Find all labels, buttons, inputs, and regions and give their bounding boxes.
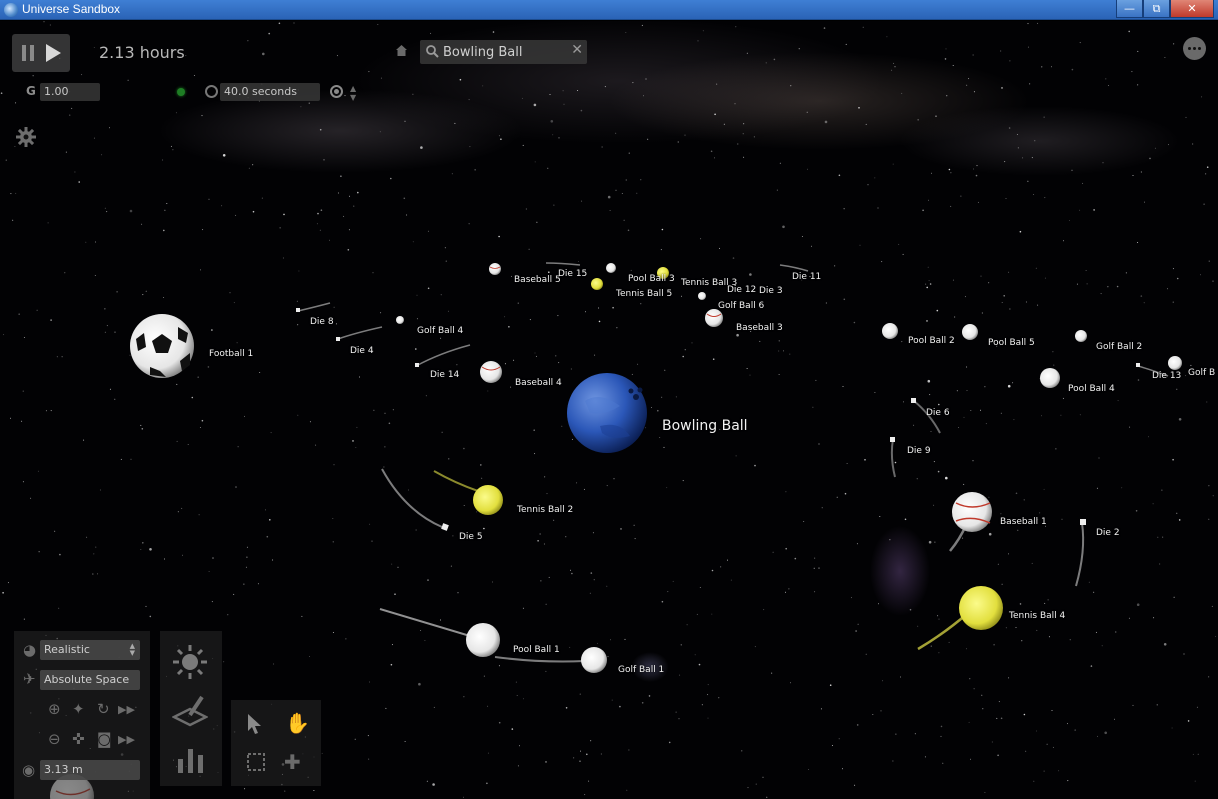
cursor-icon[interactable] [246, 713, 264, 735]
label-die-3[interactable]: Die 3 [759, 286, 783, 296]
label-die-11[interactable]: Die 11 [792, 272, 822, 282]
box-select-icon[interactable] [246, 752, 266, 772]
target-icon[interactable] [330, 85, 343, 98]
label-golf-ball-4[interactable]: Golf Ball 4 [417, 326, 464, 336]
search-icon [426, 45, 439, 58]
app-icon [4, 3, 18, 17]
more-options-icon[interactable] [1183, 37, 1206, 60]
window-title-bar: Universe Sandbox — ⧉ ✕ [0, 0, 1218, 20]
label-golf-ball-6[interactable]: Golf Ball 6 [718, 301, 765, 311]
camera-icon[interactable]: ◙ [97, 730, 112, 748]
label-baseball-3[interactable]: Baseball 3 [736, 323, 783, 333]
pause-icon [22, 45, 36, 61]
label-die-9[interactable]: Die 9 [907, 446, 931, 456]
label-pool-ball-4[interactable]: Pool Ball 4 [1068, 384, 1115, 394]
label-die-15[interactable]: Die 15 [558, 269, 588, 279]
label-tennis-ball-3[interactable]: Tennis Ball 3 [681, 278, 738, 288]
label-golf-ball-8[interactable]: Golf B [1188, 368, 1216, 378]
label-die-12[interactable]: Die 12 [727, 285, 757, 295]
chevron-updown-icon[interactable]: ▲ ▼ [350, 84, 357, 102]
add-object-icon[interactable]: ✚ [284, 750, 301, 774]
label-golf-ball-2[interactable]: Golf Ball 2 [1096, 342, 1143, 352]
zoom-distance-field[interactable]: 3.13 m [40, 760, 140, 780]
label-baseball-5[interactable]: Baseball 5 [514, 275, 561, 285]
gravity-field[interactable]: 1.00 [40, 83, 100, 101]
zoom-in-icon[interactable]: ⊕ [48, 700, 61, 718]
reference-frame-icon: ✈ [23, 670, 36, 688]
fast-forward-icon[interactable]: ▶▶ [118, 703, 135, 716]
clear-search-icon[interactable]: ✕ [571, 42, 583, 58]
label-die-4[interactable]: Die 4 [350, 346, 374, 356]
label-tennis-ball-4[interactable]: Tennis Ball 4 [1009, 611, 1066, 621]
object-icon[interactable]: ✦ [72, 700, 85, 718]
label-bowling-ball[interactable]: Bowling Ball [662, 418, 748, 434]
minimize-button[interactable]: — [1116, 0, 1143, 18]
appearance-mode-value: Realistic [44, 643, 90, 656]
palette-icon: ◕ [23, 641, 37, 659]
gravity-label: G [26, 84, 36, 98]
simulation-viewport[interactable]: Football 1 Die 8 Die 4 Golf Ball 4 Die 1… [0, 21, 1218, 799]
focus-icon[interactable]: ✜ [72, 730, 85, 748]
play-icon [46, 44, 61, 62]
draw-plane-icon[interactable] [172, 693, 208, 727]
label-baseball-4[interactable]: Baseball 4 [515, 378, 562, 388]
timestep-icon [205, 85, 218, 98]
label-die-14[interactable]: Die 14 [430, 370, 460, 380]
label-die-2[interactable]: Die 2 [1096, 528, 1120, 538]
label-tennis-ball-5[interactable]: Tennis Ball 5 [616, 289, 673, 299]
restore-button[interactable]: ⧉ [1143, 0, 1170, 18]
label-pool-ball-5[interactable]: Pool Ball 5 [988, 338, 1035, 348]
close-window-button[interactable]: ✕ [1170, 0, 1214, 18]
football-object [130, 314, 194, 378]
elapsed-time: 2.13 hours [99, 43, 185, 62]
window-controls: — ⧉ ✕ [1116, 0, 1214, 18]
home-icon[interactable] [396, 45, 407, 56]
timestep-field[interactable]: 40.0 seconds [220, 83, 320, 101]
chart-icon[interactable] [176, 745, 206, 775]
label-pool-ball-1[interactable]: Pool Ball 1 [513, 645, 560, 655]
sun-icon[interactable] [172, 644, 208, 680]
chevron-updown-icon: ▲ ▼ [129, 642, 135, 657]
search-box[interactable]: ✕ [420, 40, 587, 64]
label-pool-ball-3[interactable]: Pool Ball 3 [628, 274, 675, 284]
label-football-1[interactable]: Football 1 [209, 349, 254, 359]
reference-frame-select[interactable]: Absolute Space [40, 670, 140, 690]
label-baseball-1[interactable]: Baseball 1 [1000, 517, 1047, 527]
label-golf-ball-1[interactable]: Golf Ball 1 [618, 665, 665, 675]
appearance-mode-select[interactable]: Realistic ▲ ▼ [40, 640, 140, 660]
label-tennis-ball-2[interactable]: Tennis Ball 2 [517, 505, 574, 515]
label-die-5[interactable]: Die 5 [459, 532, 483, 542]
zoom-out-icon[interactable]: ⊖ [48, 730, 61, 748]
hand-icon[interactable]: ✋ [285, 711, 310, 735]
eye-icon: ◉ [22, 761, 36, 779]
label-pool-ball-2[interactable]: Pool Ball 2 [908, 336, 955, 346]
interaction-tools-panel [231, 700, 321, 786]
status-indicator [177, 88, 185, 96]
fast-forward-icon[interactable]: ▶▶ [118, 733, 135, 746]
gear-icon[interactable] [15, 126, 37, 148]
rotate-icon[interactable]: ↻ [97, 700, 110, 718]
label-die-8[interactable]: Die 8 [310, 317, 334, 327]
label-die-6[interactable]: Die 6 [926, 408, 950, 418]
star-field [0, 21, 1217, 798]
reference-frame-value: Absolute Space [44, 673, 130, 686]
search-input[interactable] [443, 43, 568, 61]
scene-objects [50, 262, 1182, 799]
bowling-ball-object [567, 373, 647, 453]
label-die-13[interactable]: Die 13 [1152, 371, 1182, 381]
play-pause-button[interactable] [12, 34, 70, 72]
window-title: Universe Sandbox [22, 2, 121, 16]
